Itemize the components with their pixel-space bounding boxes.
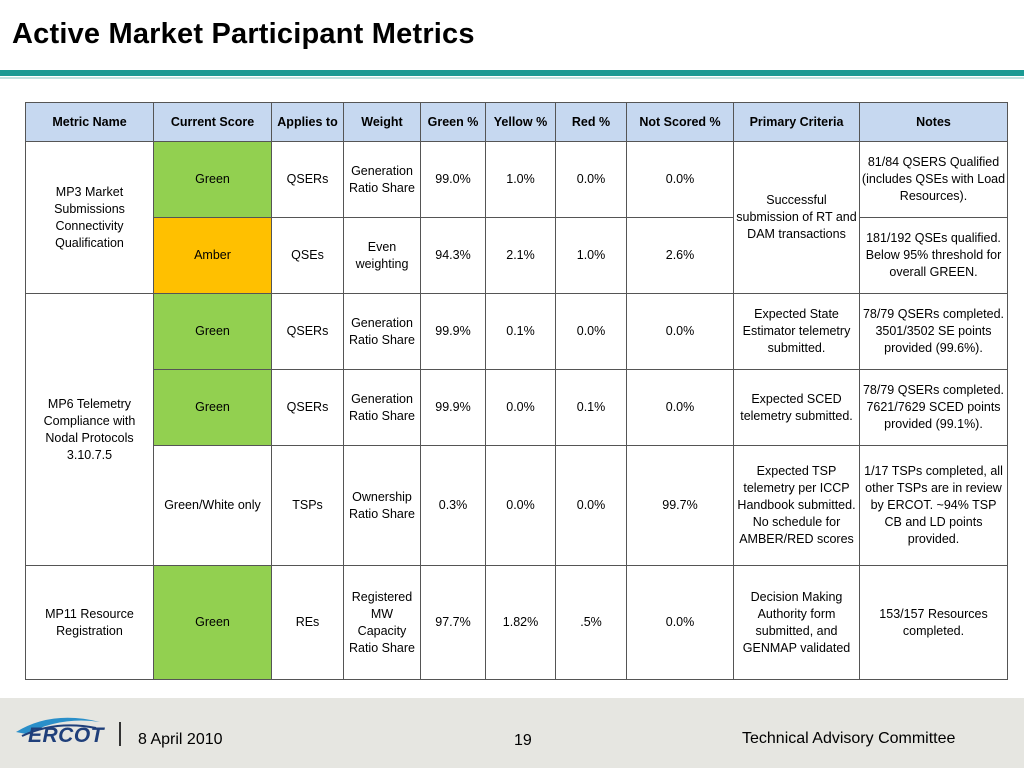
yellow-pct-cell: 2.1% <box>485 217 556 294</box>
table-row: MP6 Telemetry Compliance with Nodal Prot… <box>25 293 1008 566</box>
col-header-not-scored-pct: Not Scored % <box>626 102 734 142</box>
weight-cell: Registered MW Capacity Ratio Share <box>343 565 421 680</box>
yellow-pct-cell: 0.0% <box>485 445 556 566</box>
score-cell: Green <box>153 293 272 370</box>
col-header-green-pct: Green % <box>420 102 486 142</box>
metric-name-cell: MP6 Telemetry Compliance with Nodal Prot… <box>25 293 154 566</box>
col-header-weight: Weight <box>343 102 421 142</box>
applies-cell: QSEs <box>271 217 344 294</box>
criteria-cell: Decision Making Authority form submitted… <box>733 565 860 680</box>
weight-cell: Ownership Ratio Share <box>343 445 421 566</box>
footer-bar <box>0 698 1024 768</box>
applies-cell: QSERs <box>271 293 344 370</box>
score-cell: Green <box>153 565 272 680</box>
red-pct-cell: 0.1% <box>555 369 627 446</box>
notes-cell: 153/157 Resources completed. <box>859 565 1008 680</box>
notes-cell: 78/79 QSERs completed. 7621/7629 SCED po… <box>859 369 1008 446</box>
green-pct-cell: 0.3% <box>420 445 486 566</box>
not-scored-pct-cell: 0.0% <box>626 141 734 218</box>
score-cell: Green/White only <box>153 445 272 566</box>
notes-cell: 78/79 QSERs completed. 3501/3502 SE poin… <box>859 293 1008 370</box>
green-pct-cell: 99.0% <box>420 141 486 218</box>
footer-date: 8 April 2010 <box>138 731 223 748</box>
not-scored-pct-cell: 0.0% <box>626 369 734 446</box>
yellow-pct-cell: 0.0% <box>485 369 556 446</box>
red-pct-cell: .5% <box>555 565 627 680</box>
red-pct-cell: 0.0% <box>555 293 627 370</box>
red-pct-cell: 1.0% <box>555 217 627 294</box>
applies-cell: TSPs <box>271 445 344 566</box>
green-pct-cell: 99.9% <box>420 293 486 370</box>
criteria-cell: Expected State Estimator telemetry submi… <box>733 293 860 370</box>
col-header-primary-criteria: Primary Criteria <box>733 102 860 142</box>
col-header-red-pct: Red % <box>555 102 627 142</box>
col-header-metric-name: Metric Name <box>25 102 154 142</box>
ercot-logo-text: ERCOT <box>28 724 104 747</box>
metrics-table: Metric Name Current Score Applies to Wei… <box>25 102 1008 680</box>
weight-cell: Even weighting <box>343 217 421 294</box>
table-row: Green QSERs Generation Ratio Share 99.9%… <box>26 369 1008 446</box>
col-header-current-score: Current Score <box>153 102 272 142</box>
yellow-pct-cell: 1.82% <box>485 565 556 680</box>
not-scored-pct-cell: 0.0% <box>626 565 734 680</box>
criteria-cell: Expected SCED telemetry submitted. <box>733 369 860 446</box>
criteria-cell: Successful submission of RT and DAM tran… <box>733 141 860 294</box>
red-pct-cell: 0.0% <box>555 141 627 218</box>
applies-cell: QSERs <box>271 369 344 446</box>
not-scored-pct-cell: 0.0% <box>626 293 734 370</box>
metric-name-cell: MP3 Market Submissions Connectivity Qual… <box>25 141 154 294</box>
green-pct-cell: 99.9% <box>420 369 486 446</box>
green-pct-cell: 94.3% <box>420 217 486 294</box>
not-scored-pct-cell: 2.6% <box>626 217 734 294</box>
table-row: MP3 Market Submissions Connectivity Qual… <box>25 141 1008 294</box>
title-rule <box>0 70 1024 76</box>
weight-cell: Generation Ratio Share <box>343 369 421 446</box>
title-rule-shadow <box>0 77 1024 79</box>
table-row: MP11 Resource Registration Green REs Reg… <box>25 565 1008 680</box>
yellow-pct-cell: 1.0% <box>485 141 556 218</box>
notes-cell: 1/17 TSPs completed, all other TSPs are … <box>859 445 1008 566</box>
table-header-row: Metric Name Current Score Applies to Wei… <box>25 102 1008 142</box>
green-pct-cell: 97.7% <box>420 565 486 680</box>
page-number: 19 <box>514 732 532 749</box>
score-cell: Amber <box>153 217 272 294</box>
footer-separator <box>119 722 121 746</box>
table-row: Amber QSEs Even weighting 94.3% 2.1% 1.0… <box>26 217 1008 294</box>
score-cell: Green <box>153 141 272 218</box>
col-header-applies-to: Applies to <box>271 102 344 142</box>
col-header-yellow-pct: Yellow % <box>485 102 556 142</box>
applies-cell: REs <box>271 565 344 680</box>
footer-committee: Technical Advisory Committee <box>742 730 956 747</box>
yellow-pct-cell: 0.1% <box>485 293 556 370</box>
col-header-notes: Notes <box>859 102 1008 142</box>
red-pct-cell: 0.0% <box>555 445 627 566</box>
ercot-logo-icon <box>16 717 100 737</box>
not-scored-pct-cell: 99.7% <box>626 445 734 566</box>
page-title: Active Market Participant Metrics <box>12 18 475 50</box>
notes-cell: 181/192 QSEs qualified. Below 95% thresh… <box>859 217 1008 294</box>
weight-cell: Generation Ratio Share <box>343 293 421 370</box>
notes-cell: 81/84 QSERS Qualified (includes QSEs wit… <box>859 141 1008 218</box>
metric-name-cell: MP11 Resource Registration <box>25 565 154 680</box>
table-row: Green/White only TSPs Ownership Ratio Sh… <box>26 445 1008 566</box>
score-cell: Green <box>153 369 272 446</box>
applies-cell: QSERs <box>271 141 344 218</box>
criteria-cell: Expected TSP telemetry per ICCP Handbook… <box>733 445 860 566</box>
weight-cell: Generation Ratio Share <box>343 141 421 218</box>
